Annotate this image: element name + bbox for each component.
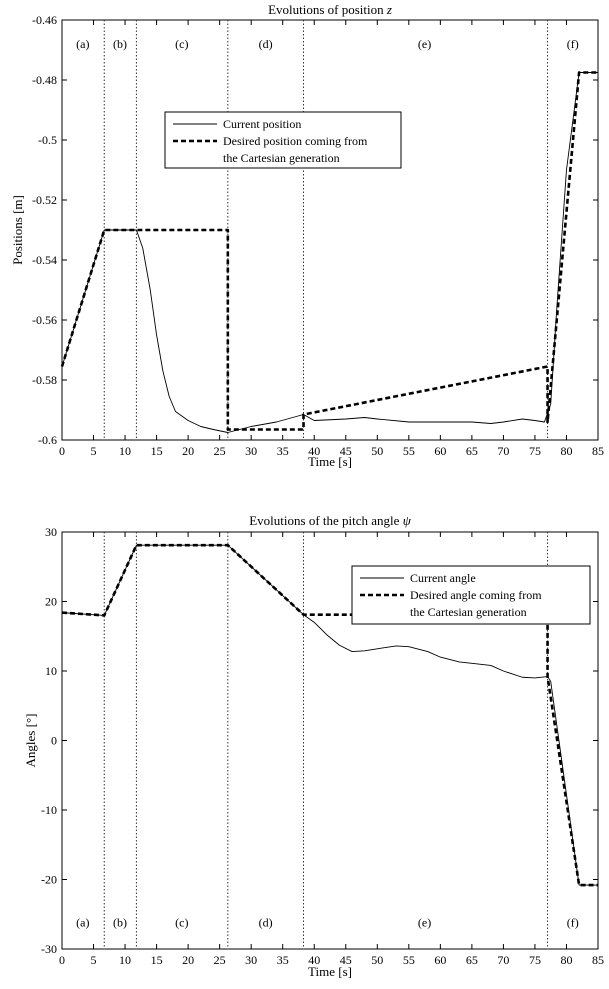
y-tick-label: -0.52 xyxy=(32,193,57,207)
phase-label: (f) xyxy=(567,37,579,51)
x-tick-label: 45 xyxy=(340,953,352,967)
x-tick-label: 0 xyxy=(59,953,65,967)
x-tick-label: 5 xyxy=(91,444,97,458)
x-tick-label: 85 xyxy=(592,444,604,458)
x-tick-label: 40 xyxy=(308,953,320,967)
x-tick-label: 65 xyxy=(466,953,478,967)
phase-label: (c) xyxy=(175,37,188,51)
x-tick-label: 15 xyxy=(151,953,163,967)
x-tick-label: 65 xyxy=(466,444,478,458)
legend-entry-desired: Desired position coming from xyxy=(223,134,368,148)
y-tick-label: -0.48 xyxy=(32,73,57,87)
phase-label: (e) xyxy=(418,916,431,930)
legend-box xyxy=(164,111,402,169)
chart-title: Evolutions of the pitch angle ψ xyxy=(249,513,411,528)
x-tick-label: 20 xyxy=(182,953,194,967)
legend-entry-current: Current position xyxy=(223,117,301,131)
chart-title-text: Evolutions of position xyxy=(268,2,387,17)
y-tick-label: -0.56 xyxy=(32,313,57,327)
legend-entry-current: Current angle xyxy=(410,571,476,585)
current-series-line xyxy=(61,72,598,433)
legend-entry-desired-cont: the Cartesian generation xyxy=(410,605,527,619)
y-tick-label: -30 xyxy=(41,942,57,956)
x-tick-label: 80 xyxy=(560,953,572,967)
legend-entry-desired: Desired angle coming from xyxy=(410,588,542,602)
x-tick-label: 50 xyxy=(371,953,383,967)
x-tick-label: 20 xyxy=(182,444,194,458)
phase-label: (a) xyxy=(76,37,89,51)
x-tick-label: 60 xyxy=(434,444,446,458)
x-tick-label: 40 xyxy=(308,444,320,458)
desired-series-line xyxy=(60,71,598,431)
phase-label: (d) xyxy=(259,37,273,51)
legend-entry-desired-cont: the Cartesian generation xyxy=(223,151,340,165)
x-tick-label: 10 xyxy=(119,444,131,458)
x-tick-label: 50 xyxy=(371,444,383,458)
x-axis-label: Time [s] xyxy=(308,964,352,979)
x-tick-label: 70 xyxy=(497,444,509,458)
x-tick-label: 55 xyxy=(403,953,415,967)
desired-series-line xyxy=(61,543,598,887)
x-tick-label: 80 xyxy=(560,444,572,458)
legend: Current position Desired position coming … xyxy=(164,111,402,169)
x-tick-label: 5 xyxy=(91,953,97,967)
y-tick-label: -10 xyxy=(41,803,57,817)
x-tick-label: 75 xyxy=(529,444,541,458)
phase-label: (f) xyxy=(567,916,579,930)
x-tick-label: 75 xyxy=(529,953,541,967)
x-tick-label: 30 xyxy=(245,444,257,458)
legend: Current angle Desired angle coming from th… xyxy=(351,565,591,625)
legend-box xyxy=(351,565,591,625)
y-tick-label: 20 xyxy=(45,595,57,609)
chart-title-text: Evolutions of the pitch angle xyxy=(249,513,402,528)
x-tick-label: 0 xyxy=(59,444,65,458)
x-tick-label: 15 xyxy=(151,444,163,458)
x-axis-label: Time [s] xyxy=(308,454,352,469)
x-tick-label: 10 xyxy=(119,953,131,967)
y-tick-label: -0.58 xyxy=(32,373,57,387)
plot-frame xyxy=(61,19,599,441)
chart-2: Evolutions of the pitch angle ψ 0 5 10 15 20 2… xyxy=(23,513,604,979)
x-tick-label: 35 xyxy=(277,953,289,967)
phase-label: (e) xyxy=(418,37,431,51)
y-tick-label: 30 xyxy=(45,525,57,539)
x-tick-label: 45 xyxy=(340,444,352,458)
y-tick-label: -0.54 xyxy=(32,253,57,267)
phase-label: (b) xyxy=(113,916,127,930)
phase-label: (d) xyxy=(259,916,273,930)
x-tick-label: 85 xyxy=(592,953,604,967)
y-tick-label: -0.46 xyxy=(32,13,57,27)
y-tick-label: -0.6 xyxy=(38,433,57,447)
phase-label: (a) xyxy=(76,916,89,930)
chart-1: Evolutions of position z 0 5 10 15 20 25 30 35 40… xyxy=(10,2,604,469)
x-tick-label: 25 xyxy=(214,444,226,458)
x-tick-label: 55 xyxy=(403,444,415,458)
y-axis-label: Positions [m] xyxy=(10,195,25,265)
x-tick-label: 60 xyxy=(434,953,446,967)
y-tick-label: -0.5 xyxy=(38,133,57,147)
phase-label: (b) xyxy=(113,37,127,51)
x-tick-label: 30 xyxy=(245,953,257,967)
chart-title: Evolutions of position z xyxy=(268,2,392,17)
y-tick-label: 10 xyxy=(45,664,57,678)
x-tick-label: 35 xyxy=(277,444,289,458)
y-axis-label: Angles [°] xyxy=(23,714,38,768)
y-tick-label: 0 xyxy=(51,734,57,748)
y-tick-label: -20 xyxy=(41,873,57,887)
x-tick-label: 70 xyxy=(497,953,509,967)
chart-title-symbol: z xyxy=(386,2,392,17)
phase-label: (c) xyxy=(175,916,188,930)
x-tick-label: 25 xyxy=(214,953,226,967)
chart-title-symbol: ψ xyxy=(403,513,412,528)
